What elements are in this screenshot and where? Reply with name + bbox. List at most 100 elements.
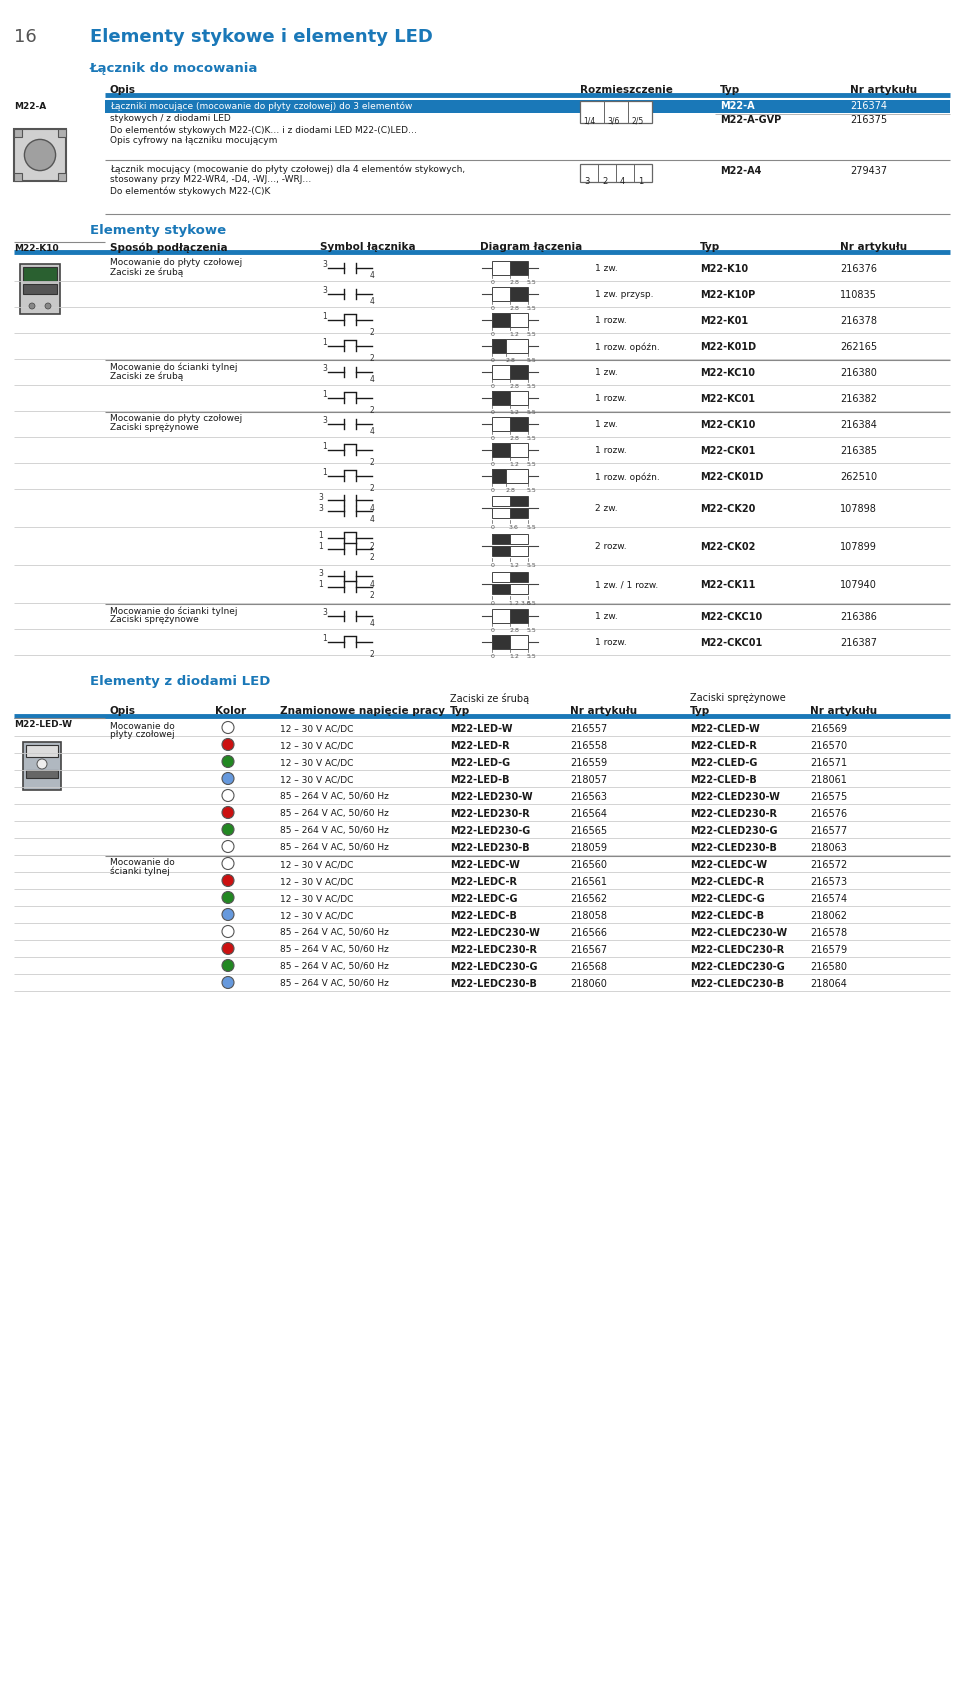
Text: M22-CK20: M22-CK20 (700, 504, 756, 514)
Text: Znamionowe napięcie pracy: Znamionowe napięcie pracy (280, 706, 445, 717)
Circle shape (222, 722, 234, 734)
Text: 216384: 216384 (840, 419, 876, 430)
Text: 1.2: 1.2 (509, 654, 518, 659)
Bar (510, 572, 528, 582)
Text: M22-CLED230-W: M22-CLED230-W (690, 791, 780, 801)
Text: Nr artykułu: Nr artykułu (850, 85, 917, 95)
Text: 85 – 264 V AC, 50/60 Hz: 85 – 264 V AC, 50/60 Hz (280, 963, 389, 971)
Text: 216578: 216578 (810, 929, 847, 937)
Text: 5.5: 5.5 (527, 358, 537, 363)
Text: Mocowanie do płyty czołowej: Mocowanie do płyty czołowej (110, 258, 242, 267)
Bar (492, 533, 510, 543)
Text: M22-CLEDC230-G: M22-CLEDC230-G (690, 963, 784, 971)
Text: 85 – 264 V AC, 50/60 Hz: 85 – 264 V AC, 50/60 Hz (280, 946, 389, 954)
Bar (23, 284, 57, 294)
Text: Opis: Opis (110, 706, 136, 717)
Text: 5.5: 5.5 (527, 525, 537, 530)
Text: 4: 4 (370, 504, 374, 513)
Text: Symbol łącznika: Symbol łącznika (320, 243, 416, 251)
Text: 216385: 216385 (840, 447, 877, 457)
Bar (510, 312, 528, 328)
Text: Łącznik mocujący (mocowanie do płyty czołowej) dla 4 elementów stykowych,: Łącznik mocujący (mocowanie do płyty czo… (110, 165, 466, 173)
Text: M22-CLEDC230-R: M22-CLEDC230-R (690, 946, 784, 954)
Text: Zaciski ze śrubą: Zaciski ze śrubą (110, 267, 183, 277)
Text: 85 – 264 V AC, 50/60 Hz: 85 – 264 V AC, 50/60 Hz (280, 842, 389, 852)
Text: 216577: 216577 (810, 825, 848, 835)
Text: 218058: 218058 (570, 912, 607, 920)
Text: 262510: 262510 (840, 472, 877, 482)
Text: 216573: 216573 (810, 876, 847, 886)
Text: 1: 1 (322, 391, 326, 399)
Text: 2.8: 2.8 (509, 628, 518, 633)
Circle shape (222, 925, 234, 937)
Circle shape (222, 841, 234, 852)
Text: 16: 16 (14, 27, 36, 46)
Text: 216565: 216565 (570, 825, 607, 835)
Bar (14, 129, 22, 138)
Text: M22-LED-R: M22-LED-R (450, 740, 510, 751)
Text: 1.2: 1.2 (509, 564, 518, 569)
Text: 3: 3 (322, 608, 326, 616)
Text: 2: 2 (370, 328, 374, 336)
Text: Elementy stykowe: Elementy stykowe (90, 224, 227, 238)
Text: 216378: 216378 (840, 316, 877, 326)
Bar (492, 508, 510, 518)
Text: 2 rozw.: 2 rozw. (595, 542, 627, 550)
Text: 85 – 264 V AC, 50/60 Hz: 85 – 264 V AC, 50/60 Hz (280, 929, 389, 937)
Text: 4: 4 (370, 581, 374, 589)
Text: 218063: 218063 (810, 842, 847, 852)
Text: 12 – 30 V AC/DC: 12 – 30 V AC/DC (280, 757, 353, 767)
Circle shape (222, 773, 234, 784)
Circle shape (222, 908, 234, 920)
Bar (492, 312, 510, 328)
Text: Mocowanie do: Mocowanie do (110, 857, 175, 868)
Text: 12 – 30 V AC/DC: 12 – 30 V AC/DC (280, 859, 353, 869)
Bar (14, 173, 22, 182)
Text: 2: 2 (370, 542, 374, 550)
Bar (492, 496, 510, 506)
Bar (510, 496, 528, 506)
Bar (492, 261, 510, 275)
Text: 1: 1 (322, 633, 326, 644)
Text: Mocowanie do płyty czołowej: Mocowanie do płyty czołowej (110, 414, 242, 423)
Text: 5.5: 5.5 (527, 564, 537, 569)
Bar (492, 635, 510, 649)
Text: M22-A: M22-A (14, 102, 46, 110)
Text: 2: 2 (602, 177, 608, 187)
Text: 3/6: 3/6 (607, 115, 619, 126)
Circle shape (222, 790, 234, 801)
Circle shape (222, 874, 234, 886)
Circle shape (222, 959, 234, 971)
Text: Zaciski ze śrubą: Zaciski ze śrubą (110, 370, 183, 380)
Text: 216387: 216387 (840, 638, 877, 649)
Bar (492, 391, 510, 406)
Text: 107940: 107940 (840, 581, 876, 589)
Text: 0: 0 (491, 306, 494, 311)
Text: 216564: 216564 (570, 808, 607, 818)
Text: 1 rozw.: 1 rozw. (595, 447, 627, 455)
Text: M22-LEDC-R: M22-LEDC-R (450, 876, 517, 886)
Text: M22-CLEDC230-B: M22-CLEDC230-B (690, 980, 784, 988)
Text: M22-CLEDC-W: M22-CLEDC-W (690, 859, 767, 869)
Bar (510, 584, 528, 594)
Text: M22-LEDC230-B: M22-LEDC230-B (450, 980, 537, 988)
Text: 1 zw.: 1 zw. (595, 263, 617, 273)
Bar (510, 610, 528, 623)
Text: 12 – 30 V AC/DC: 12 – 30 V AC/DC (280, 774, 353, 784)
Bar (492, 312, 510, 328)
Text: 216568: 216568 (570, 963, 607, 971)
Text: 12 – 30 V AC/DC: 12 – 30 V AC/DC (280, 740, 353, 751)
Text: Łącznik do mocowania: Łącznik do mocowania (90, 63, 258, 75)
Bar (510, 365, 528, 379)
Text: 3: 3 (318, 492, 323, 503)
Text: 0: 0 (491, 462, 494, 467)
Text: M22-CK02: M22-CK02 (700, 542, 756, 552)
Text: 5.5: 5.5 (527, 436, 537, 441)
Text: 3: 3 (322, 285, 326, 295)
Text: 5.5: 5.5 (527, 487, 537, 492)
Text: 1 rozw.: 1 rozw. (595, 316, 627, 324)
Bar (492, 287, 510, 301)
Text: M22-LED-W: M22-LED-W (450, 723, 513, 734)
Text: 216558: 216558 (570, 740, 607, 751)
Bar (506, 340, 528, 353)
